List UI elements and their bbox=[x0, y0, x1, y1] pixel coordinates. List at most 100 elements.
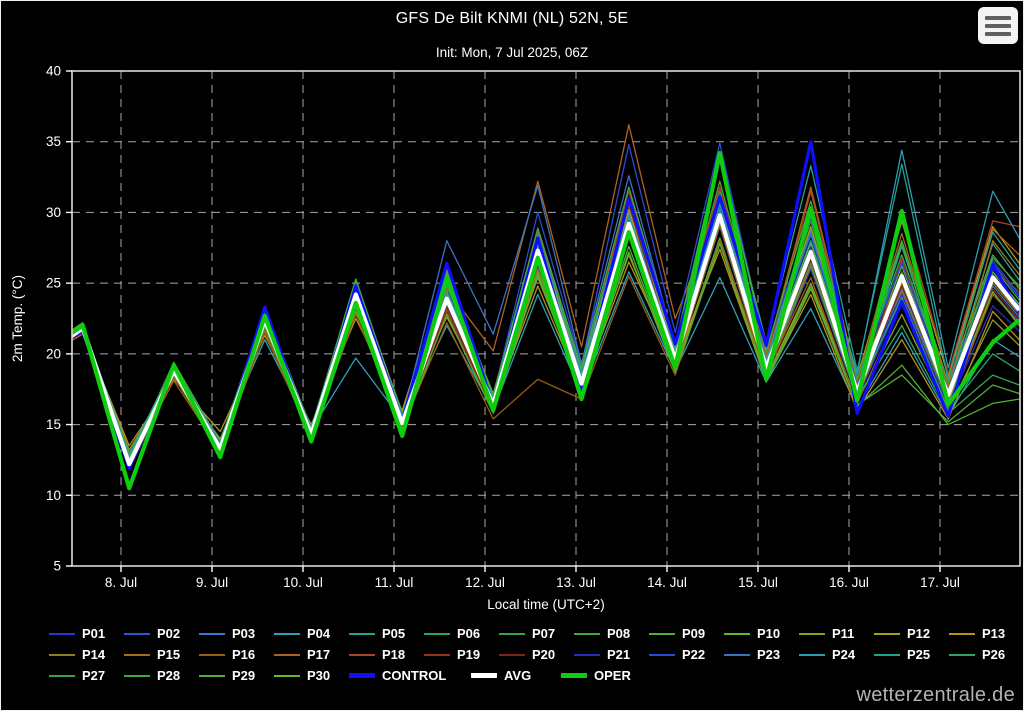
chart-init-subtitle: Init: Mon, 7 Jul 2025, 06Z bbox=[435, 45, 589, 60]
legend-swatch-p05 bbox=[349, 632, 375, 635]
legend-row: P27 P28 P29 P30 CONTROL AVG OPER bbox=[1, 665, 1023, 686]
legend-item-p03: P03 bbox=[199, 626, 274, 641]
legend-label: P04 bbox=[307, 626, 331, 641]
x-tick-label: 12. Jul bbox=[465, 575, 505, 590]
legend-swatch-p14 bbox=[49, 653, 75, 656]
legend-swatch-p27 bbox=[49, 674, 75, 677]
legend-label: P13 bbox=[982, 626, 1006, 641]
y-tick-label: 30 bbox=[46, 205, 61, 220]
legend-label: P20 bbox=[532, 647, 556, 662]
legend-item-p20: P20 bbox=[499, 647, 574, 662]
legend-swatch-p25 bbox=[874, 653, 900, 656]
legend-label: P29 bbox=[232, 668, 256, 683]
legend-label: P27 bbox=[82, 668, 106, 683]
legend-label: P01 bbox=[82, 626, 106, 641]
legend-swatch-p18 bbox=[349, 653, 375, 656]
x-tick-label: 11. Jul bbox=[375, 575, 414, 590]
legend-item-p23: P23 bbox=[724, 647, 799, 662]
legend-swatch-p26 bbox=[949, 653, 975, 656]
legend-swatch-p22 bbox=[649, 653, 675, 656]
legend-item-p25: P25 bbox=[874, 647, 949, 662]
y-axis-label: 2m Temp. (°C) bbox=[10, 275, 25, 362]
x-tick-label: 16. Jul bbox=[829, 575, 869, 590]
page-title: GFS De Bilt KNMI (NL) 52N, 5E bbox=[395, 10, 629, 27]
legend-item-p04: P04 bbox=[274, 626, 349, 641]
legend-item-p10: P10 bbox=[724, 626, 799, 641]
legend-label: OPER bbox=[594, 668, 631, 683]
menu-button[interactable] bbox=[978, 7, 1018, 44]
legend-item-p18: P18 bbox=[349, 647, 424, 662]
legend-swatch-p11 bbox=[799, 632, 825, 635]
legend-swatch-p20 bbox=[499, 653, 525, 656]
legend-label: P23 bbox=[757, 647, 781, 662]
y-tick-label: 20 bbox=[46, 346, 61, 361]
legend-item-p19: P19 bbox=[424, 647, 499, 662]
legend-swatch-p16 bbox=[199, 653, 225, 656]
legend-item-p05: P05 bbox=[349, 626, 424, 641]
legend-swatch-p12 bbox=[874, 632, 900, 635]
legend-label: P07 bbox=[532, 626, 556, 641]
y-tick-label: 10 bbox=[46, 488, 61, 503]
legend-swatch-p02 bbox=[124, 632, 150, 635]
hamburger-icon bbox=[985, 31, 1011, 36]
legend-label: P24 bbox=[832, 647, 856, 662]
x-tick-label: 10. Jul bbox=[283, 575, 323, 590]
legend-label: P14 bbox=[82, 647, 106, 662]
legend-swatch-control bbox=[349, 673, 375, 678]
x-axis-label: Local time (UTC+2) bbox=[487, 597, 604, 612]
legend-item-control: CONTROL bbox=[349, 668, 471, 683]
legend-swatch-p17 bbox=[274, 653, 300, 656]
chart-legend: P01 P02 P03 P04 P05 P06 P07 P08 P09 P10 P11 P12 P13 P… bbox=[1, 623, 1023, 686]
legend-item-p01: P01 bbox=[49, 626, 124, 641]
legend-label: P25 bbox=[907, 647, 931, 662]
y-tick-label: 25 bbox=[46, 276, 61, 291]
legend-item-p08: P08 bbox=[574, 626, 649, 641]
legend-row: P01 P02 P03 P04 P05 P06 P07 P08 P09 P10 P11 P12 P13 bbox=[1, 623, 1023, 644]
legend-label: P03 bbox=[232, 626, 256, 641]
legend-swatch-p24 bbox=[799, 653, 825, 656]
legend-item-p22: P22 bbox=[649, 647, 724, 662]
legend-item-avg: AVG bbox=[471, 668, 561, 683]
legend-label: P10 bbox=[757, 626, 781, 641]
legend-label: P05 bbox=[382, 626, 406, 641]
legend-label: P12 bbox=[907, 626, 931, 641]
legend-swatch-p30 bbox=[274, 674, 300, 677]
legend-item-p21: P21 bbox=[574, 647, 649, 662]
legend-label: P11 bbox=[832, 626, 855, 641]
legend-item-p28: P28 bbox=[124, 668, 199, 683]
legend-label: P09 bbox=[682, 626, 706, 641]
legend-item-p26: P26 bbox=[949, 647, 1023, 662]
legend-item-p29: P29 bbox=[199, 668, 274, 683]
legend-swatch-p04 bbox=[274, 632, 300, 635]
legend-swatch-p21 bbox=[574, 653, 600, 656]
y-tick-label: 35 bbox=[46, 134, 61, 149]
legend-swatch-p13 bbox=[949, 632, 975, 635]
legend-label: CONTROL bbox=[382, 668, 447, 683]
series-oper bbox=[72, 150, 1020, 491]
legend-swatch-p08 bbox=[574, 632, 600, 635]
x-tick-label: 15. Jul bbox=[738, 575, 778, 590]
legend-swatch-p19 bbox=[424, 653, 450, 656]
y-tick-label: 5 bbox=[53, 559, 61, 574]
hamburger-icon bbox=[985, 23, 1011, 28]
y-tick-label: 15 bbox=[46, 417, 61, 432]
x-tick-label: 9. Jul bbox=[196, 575, 228, 590]
legend-item-p24: P24 bbox=[799, 647, 874, 662]
legend-item-oper: OPER bbox=[561, 668, 651, 683]
legend-label: P16 bbox=[232, 647, 256, 662]
legend-swatch-p15 bbox=[124, 653, 150, 656]
legend-swatch-p10 bbox=[724, 632, 750, 635]
legend-item-p16: P16 bbox=[199, 647, 274, 662]
hamburger-icon bbox=[985, 15, 1011, 20]
x-tick-label: 14. Jul bbox=[647, 575, 687, 590]
legend-item-p30: P30 bbox=[274, 668, 349, 683]
legend-item-p13: P13 bbox=[949, 626, 1023, 641]
legend-swatch-p29 bbox=[199, 674, 225, 677]
y-tick-label: 40 bbox=[46, 64, 61, 79]
legend-label: P02 bbox=[157, 626, 181, 641]
legend-swatch-p23 bbox=[724, 653, 750, 656]
legend-label: AVG bbox=[504, 668, 532, 683]
legend-row: P14 P15 P16 P17 P18 P19 P20 P21 P22 P23 P24 P25 P26 bbox=[1, 644, 1023, 665]
